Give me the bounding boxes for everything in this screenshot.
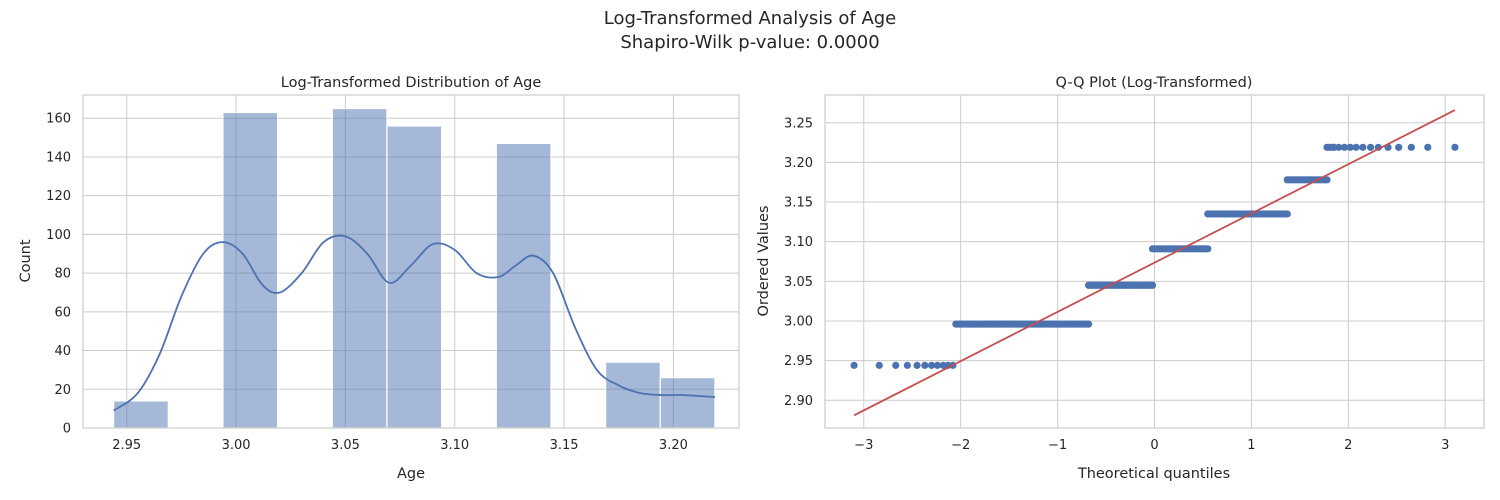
qq-frame xyxy=(824,94,1485,429)
x-tick-label: 3.15 xyxy=(550,438,579,453)
qq-point xyxy=(1085,320,1093,328)
qq-point xyxy=(1395,143,1403,151)
qq-point xyxy=(1346,143,1354,151)
x-tick-label: 3 xyxy=(1441,438,1449,453)
qq-point xyxy=(1204,245,1212,253)
qq-fit-line xyxy=(853,109,1456,417)
qq-point xyxy=(1330,143,1338,151)
histogram-panel: 2.95 3.00 3.05 3.10 3.15 3.20 0 20 40 60 80 100 120… xyxy=(18,75,740,482)
qq-point xyxy=(1407,143,1415,151)
y-tick-label: 2.95 xyxy=(784,354,813,369)
qq-y-label: Ordered Values xyxy=(756,206,772,317)
qq-point xyxy=(875,361,883,369)
qq-point xyxy=(1340,143,1349,151)
qq-point xyxy=(850,361,858,369)
qq-point xyxy=(1283,210,1291,218)
qq-point xyxy=(1352,143,1360,151)
histogram-frame xyxy=(82,94,740,429)
y-tick-label: 40 xyxy=(54,344,71,359)
y-tick-label: 3.15 xyxy=(784,196,813,211)
qq-point xyxy=(1424,143,1432,151)
qq-point xyxy=(1451,143,1459,151)
y-tick-label: 80 xyxy=(54,267,71,282)
qq-point xyxy=(1367,143,1375,151)
qq-point xyxy=(1323,176,1331,184)
qq-point xyxy=(933,361,942,369)
qq-grid xyxy=(825,95,1484,428)
qq-plot-panel: −3 −2 −1 0 1 2 3 2.90 2.95 3.00 3.05 3.10 3.15 3.20 3… xyxy=(756,75,1485,482)
histogram-bar xyxy=(222,111,279,429)
x-tick-label: −2 xyxy=(951,438,970,453)
qq-point xyxy=(903,361,911,369)
x-tick-label: 2.95 xyxy=(112,438,141,453)
qq-point xyxy=(1359,143,1367,151)
x-tick-label: 3.05 xyxy=(331,438,360,453)
histogram-bar xyxy=(495,142,552,429)
figure-title-line2: Shapiro-Wilk p-value: 0.0000 xyxy=(620,32,879,53)
x-tick-label: −1 xyxy=(1048,438,1067,453)
qq-point xyxy=(928,361,936,369)
y-tick-label: 2.90 xyxy=(784,394,813,409)
kde-curve xyxy=(113,234,716,412)
y-tick-label: 20 xyxy=(54,383,71,398)
x-tick-label: 1 xyxy=(1247,438,1255,453)
y-tick-label: 60 xyxy=(54,305,71,320)
y-tick-label: 3.25 xyxy=(784,116,813,131)
y-tick-label: 3.00 xyxy=(784,314,813,329)
y-tick-label: 140 xyxy=(46,150,71,165)
qq-point xyxy=(892,361,900,369)
qq-point xyxy=(921,361,929,369)
y-tick-label: 0 xyxy=(63,422,71,437)
x-tick-label: −3 xyxy=(854,438,873,453)
x-tick-label: 0 xyxy=(1150,438,1158,453)
histogram-x-label: Age xyxy=(397,466,425,482)
qq-points xyxy=(850,143,1459,369)
qq-point xyxy=(913,361,921,369)
qq-title: Q-Q Plot (Log-Transformed) xyxy=(1056,75,1253,91)
qq-point xyxy=(1148,281,1157,289)
histogram-bar xyxy=(659,377,716,429)
figure-title-line1: Log-Transformed Analysis of Age xyxy=(604,8,897,29)
y-tick-label: 3.10 xyxy=(784,235,813,250)
qq-y-ticks: 2.90 2.95 3.00 3.05 3.10 3.15 3.20 3.25 xyxy=(784,116,813,409)
y-tick-label: 3.20 xyxy=(784,156,813,171)
x-tick-label: 3.20 xyxy=(659,438,688,453)
y-tick-label: 100 xyxy=(46,228,71,243)
y-tick-label: 160 xyxy=(46,112,71,127)
histogram-y-label: Count xyxy=(18,239,34,282)
x-tick-label: 3.10 xyxy=(440,438,469,453)
histogram-x-ticks: 2.95 3.00 3.05 3.10 3.15 3.20 xyxy=(112,438,688,453)
qq-x-ticks: −3 −2 −1 0 1 2 3 xyxy=(854,438,1449,453)
x-tick-label: 3.00 xyxy=(222,438,251,453)
histogram-title: Log-Transformed Distribution of Age xyxy=(281,75,542,91)
x-tick-label: 2 xyxy=(1344,438,1352,453)
histogram-y-ticks: 0 20 40 60 80 100 120 140 160 xyxy=(46,112,71,437)
histogram-bar xyxy=(331,107,388,429)
histogram-bar xyxy=(386,125,443,429)
qq-x-label: Theoretical quantiles xyxy=(1077,466,1230,482)
y-tick-label: 3.05 xyxy=(784,275,813,290)
y-tick-label: 120 xyxy=(46,189,71,204)
